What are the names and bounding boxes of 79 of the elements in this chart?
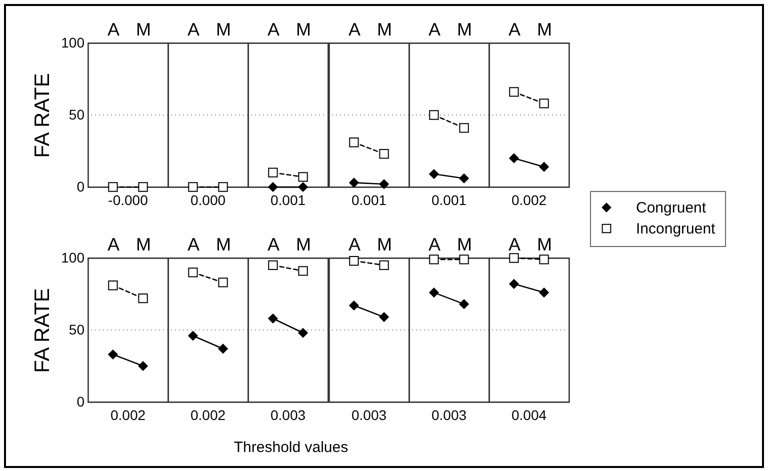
point <box>218 278 228 288</box>
point <box>509 153 519 164</box>
point <box>509 279 519 289</box>
x-axis-title: 0.000 <box>190 192 226 208</box>
point <box>459 123 469 133</box>
x-tick-label: A <box>107 234 120 254</box>
x-tick-label: A <box>348 234 360 254</box>
x-axis-title: 0.004 <box>511 407 547 423</box>
x-tick-label: M <box>537 20 552 40</box>
point <box>348 256 358 266</box>
x-tick-label: A <box>348 20 360 40</box>
x-tick-label: M <box>376 234 392 254</box>
x-axis-title: 0.001 <box>351 192 386 208</box>
y-tick-label: 50 <box>68 322 85 338</box>
point <box>218 344 228 354</box>
point <box>459 174 469 184</box>
x-axis-title: 0.002 <box>511 192 547 208</box>
point <box>108 280 118 290</box>
x-tick-label: M <box>456 20 472 40</box>
point <box>268 260 278 270</box>
point <box>539 254 549 264</box>
x-axis-title: 0.003 <box>351 407 386 423</box>
x-axis-title: 0.002 <box>190 407 226 423</box>
point <box>428 169 439 179</box>
x-tick-label: A <box>428 20 440 40</box>
point <box>298 266 308 276</box>
point <box>348 300 358 310</box>
point <box>188 268 198 278</box>
point <box>428 110 439 120</box>
x-axis-title: 0.003 <box>270 407 306 423</box>
x-tick-label: A <box>188 20 200 40</box>
point <box>539 162 549 172</box>
point <box>348 138 358 148</box>
y-tick-label: 100 <box>61 34 85 50</box>
x-tick-label: A <box>188 234 200 254</box>
point <box>378 149 388 159</box>
x-tick-label: M <box>216 234 232 254</box>
point <box>138 293 148 304</box>
legend-label: Incongruent <box>636 220 716 238</box>
x-tick-label: M <box>537 234 552 254</box>
point <box>378 179 388 189</box>
x-tick-label: A <box>107 20 120 40</box>
point <box>108 350 118 360</box>
x-axis-title: 0.003 <box>431 407 467 423</box>
x-tick-label: M <box>376 20 392 40</box>
x-tick-label: M <box>136 20 152 40</box>
y-tick-label: 0 <box>76 394 85 410</box>
point <box>268 314 278 324</box>
x-tick-label: M <box>456 234 472 254</box>
x-tick-label: M <box>136 234 152 254</box>
x-tick-label: M <box>296 20 312 40</box>
x-tick-label: A <box>268 20 280 40</box>
x-tick-label: M <box>296 234 312 254</box>
y-tick-label: 100 <box>61 250 85 266</box>
x-tick-label: A <box>268 234 280 254</box>
point <box>188 330 198 341</box>
y-axis-title: FA RATE <box>31 73 54 158</box>
x-axis-title: 0.001 <box>270 192 306 208</box>
point <box>378 312 388 322</box>
x-tick-label: M <box>216 20 232 40</box>
x-axis-title: -0.000 <box>108 192 148 208</box>
x-axis-title: 0.002 <box>110 407 146 423</box>
point <box>539 288 549 298</box>
point <box>509 87 519 97</box>
point <box>138 361 148 371</box>
x-tick-label: A <box>508 234 520 254</box>
point <box>539 98 549 108</box>
point <box>298 328 308 338</box>
y-tick-label: 50 <box>68 106 85 122</box>
point <box>509 253 519 263</box>
point <box>348 178 358 188</box>
y-axis-title: FA RATE <box>31 288 54 373</box>
text: Threshold values <box>234 439 349 456</box>
x-axis-title: 0.001 <box>431 192 467 208</box>
x-tick-label: A <box>428 234 440 254</box>
x-tick-label: A <box>508 20 520 40</box>
y-tick-label: 0 <box>76 178 85 194</box>
point <box>378 260 388 270</box>
legend-label: Congruent <box>636 200 707 216</box>
